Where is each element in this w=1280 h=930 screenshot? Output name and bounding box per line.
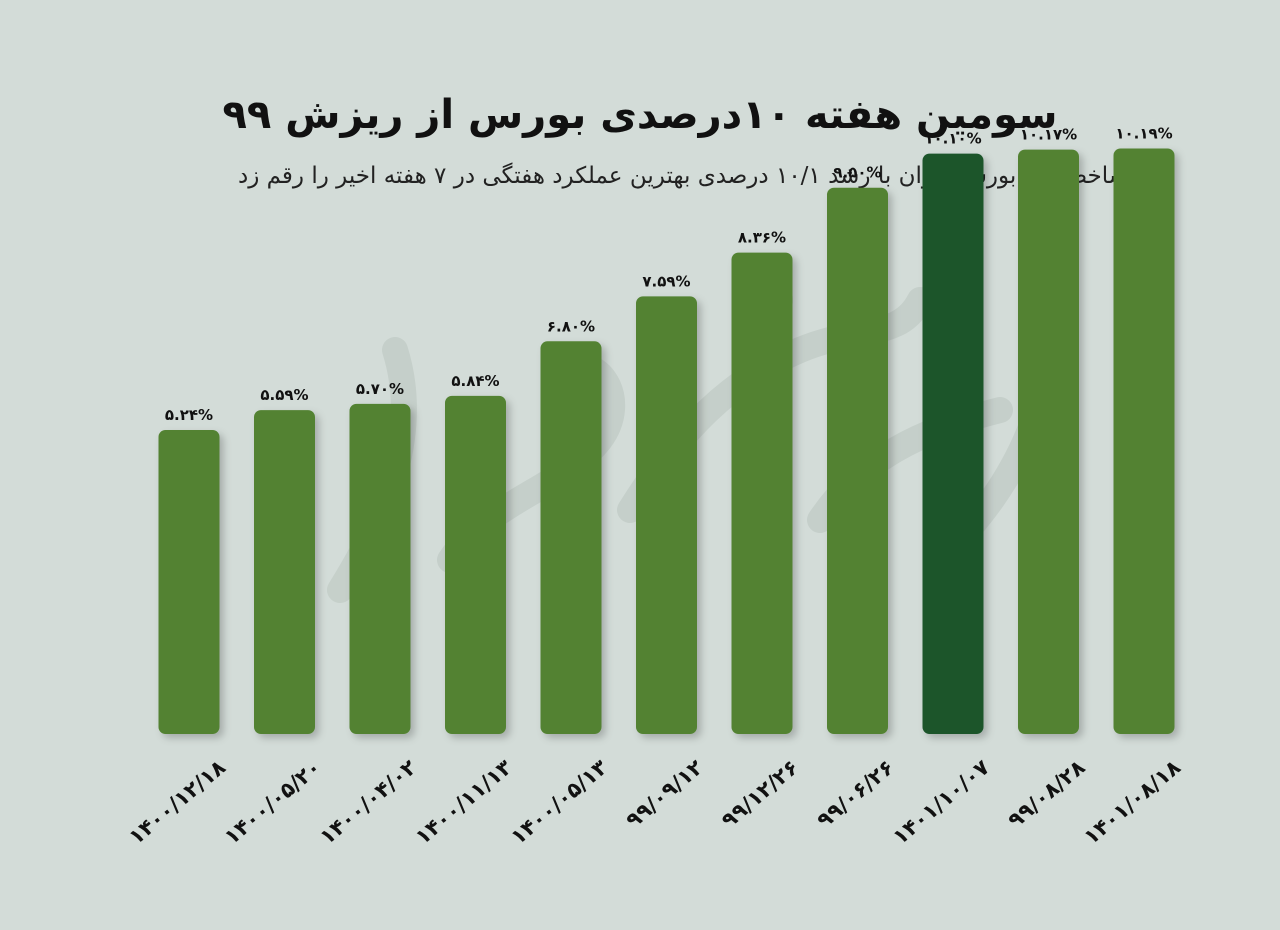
bar-value-label: ۵.۸۴% [451, 372, 499, 390]
bar [731, 252, 793, 734]
bar-value-label: ۷.۵۹% [642, 272, 690, 290]
bar [1018, 149, 1079, 734]
bar [827, 187, 888, 734]
x-tick-label: ۱۴۰۰/۱۲/۱۸ [124, 755, 230, 849]
x-tick-label: ۱۴۰۰/۱۱/۱۳ [411, 755, 517, 849]
bar [445, 395, 506, 734]
bar-value-label: ۱۰.۱۷% [1020, 126, 1077, 144]
x-tick-label: ۱۴۰۰/۰۵/۱۳ [506, 755, 612, 849]
x-tick-label: ۱۴۰۰/۰۴/۰۲ [315, 755, 421, 849]
bar-value-label: ۵.۷۰% [356, 380, 404, 398]
x-tick-label: ۹۹/۰۶/۲۶ [812, 755, 898, 833]
x-tick-label: ۹۹/۰۹/۱۲ [621, 755, 707, 833]
bar-value-label: ۱۰.۱۰% [924, 130, 981, 148]
bar-group [158, 148, 1175, 735]
bar-value-label: ۹.۵۰% [833, 164, 881, 182]
x-tick-label: ۱۴۰۱/۱۰/۰۷ [888, 755, 994, 849]
x-axis-labels: ۱۴۰۰/۱۲/۱۸۱۴۰۰/۰۵/۲۰۱۴۰۰/۰۴/۰۲۱۴۰۰/۱۱/۱۳… [124, 755, 1185, 849]
bar [540, 341, 602, 734]
bar-value-label: ۱۰.۱۹% [1115, 124, 1172, 142]
chart-title: سومین هفته ۱۰درصدی بورس از ریزش ۹۹ [222, 92, 1058, 138]
bar [1113, 148, 1175, 734]
bar [636, 296, 697, 734]
bar-value-label: ۶.۸۰% [547, 317, 595, 335]
bar [158, 430, 220, 734]
bar-value-label: ۵.۲۴% [165, 406, 213, 424]
bar [349, 403, 411, 734]
x-tick-label: ۹۹/۱۲/۲۶ [717, 755, 803, 833]
bar-value-label: ۸.۳۶% [738, 229, 786, 247]
x-tick-label: ۹۹/۰۸/۲۸ [1003, 755, 1089, 833]
value-labels: ۵.۲۴% ۵.۵۹% ۵.۷۰% ۵.۸۴% ۶.۸۰% ۷.۵۹% ۸.۳۶% ۹.۵۰%… [165, 124, 1173, 424]
x-tick-label: ۱۴۰۰/۰۵/۲۰ [220, 755, 326, 849]
bar-highlight [922, 153, 984, 735]
bar [254, 410, 315, 734]
x-tick-label: ۱۴۰۱/۰۸/۱۸ [1079, 755, 1185, 849]
bar-value-label: ۵.۵۹% [260, 386, 308, 404]
